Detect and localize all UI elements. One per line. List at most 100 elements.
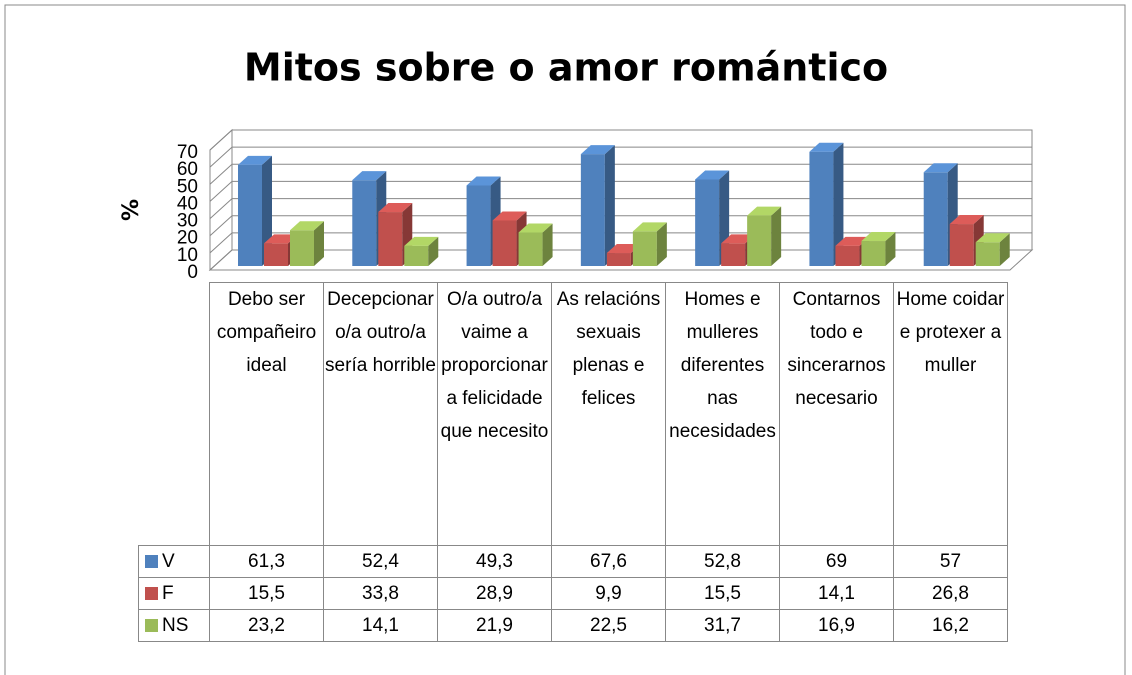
side-wall [209,128,233,272]
back-wall [231,129,1033,251]
legend-label: F [162,582,174,604]
bar [518,223,553,266]
category-label: Contarnos todo e sincerarnos necesario [779,282,894,546]
legend-swatch [145,618,158,632]
chart-title: Mitos sobre o amor romántico [244,46,888,90]
bar-top [632,222,667,232]
legend-label: V [162,550,175,572]
y-tick-label: 20 [177,228,198,249]
category-label: Decepcionar o/a outro/a sería horrible [323,282,438,546]
value-cell: 22,5 [551,609,666,642]
bar [290,221,324,266]
bar [861,232,896,266]
bar-front [747,215,772,266]
bar-front [238,164,262,266]
value-cell: 61,3 [209,545,324,578]
bar-top [695,170,730,180]
bar-side [604,145,615,266]
chart-border [4,4,1126,675]
grid-line [209,146,1032,168]
bar-top [238,155,272,165]
category-label: Home coidar e protexer a muller [893,282,1008,546]
bar-front [721,243,746,266]
bar-side [656,222,667,266]
grid-line [209,180,1032,202]
bar-front [378,212,403,266]
y-tick-label: 10 [177,245,198,266]
value-cell: 21,9 [437,609,552,642]
value-cell: 15,5 [665,577,780,610]
grid-line [209,198,1032,219]
bar-top [352,171,387,181]
value-cell: 67,6 [551,545,666,578]
bar-front [492,220,517,266]
value-cell: 49,3 [437,545,552,578]
bar-front [975,242,1000,266]
bar [632,222,667,266]
bar-top [949,215,984,225]
bar-side [314,221,324,266]
value-cell: 52,8 [665,545,780,578]
bar-top [721,234,756,244]
value-cell: 69 [779,545,894,578]
category-label: Debo ser compañeiro ideal [209,282,324,546]
bar [580,145,615,266]
value-cell: 16,2 [893,609,1008,642]
value-cell: 52,4 [323,545,438,578]
y-tick-label: 70 [177,142,198,163]
y-tick-label: 40 [177,193,198,214]
grid-line [209,163,1032,185]
bar-top [466,176,501,186]
bar-front [809,151,834,266]
series-row: NS 23,2 14,1 21,9 22,5 31,7 16,9 16,2 [138,609,1008,642]
bar [404,236,439,266]
series-row: F 15,5 33,8 28,9 9,9 15,5 14,1 26,8 [138,577,1008,610]
bar [747,206,782,266]
bar-top [264,234,298,244]
bar-front [861,241,886,266]
category-label: As relacións sexuais plenas e felices [551,282,666,546]
value-cell: 9,9 [551,577,666,610]
bar-side [771,206,782,266]
bar-side [428,236,439,266]
bar-front [835,245,860,266]
y-tick-label: 0 [187,262,198,283]
y-tick-label: 50 [177,176,198,197]
bar-top [606,244,641,254]
bar-front [606,253,631,266]
bar-top [404,236,439,246]
legend-swatch [145,586,158,600]
bar-front [632,231,657,266]
bar [975,233,1010,266]
bar-front [518,232,543,266]
bar-side [542,223,553,266]
bar-top [747,206,782,216]
value-cell: 57 [893,545,1008,578]
legend-swatch [145,554,158,568]
bar-top [378,203,413,213]
bar-front [290,230,314,266]
bar-top [290,221,324,231]
legend-cell: V [138,545,210,578]
category-label: O/a outro/a vaime a proporcionar a felic… [437,282,552,546]
bar-top [975,233,1010,243]
header-row: Debo ser compañeiro ideal Decepcionar o/a… [138,282,1008,546]
bar-top [923,163,958,173]
bar-top [518,223,553,233]
bar-top [492,211,527,221]
bar-top [835,236,870,246]
legend-label: NS [162,614,189,636]
series-row: V 61,3 52,4 49,3 67,6 52,8 69 57 [138,545,1008,578]
bar-front [923,172,948,266]
bar-front [580,154,605,266]
bar-front [404,245,429,266]
bar-front [466,185,491,266]
value-cell: 31,7 [665,609,780,642]
legend-cell: NS [138,609,210,642]
value-cell: 16,9 [779,609,894,642]
bar-front [695,179,720,266]
value-cell: 14,1 [779,577,894,610]
bar [809,142,844,266]
